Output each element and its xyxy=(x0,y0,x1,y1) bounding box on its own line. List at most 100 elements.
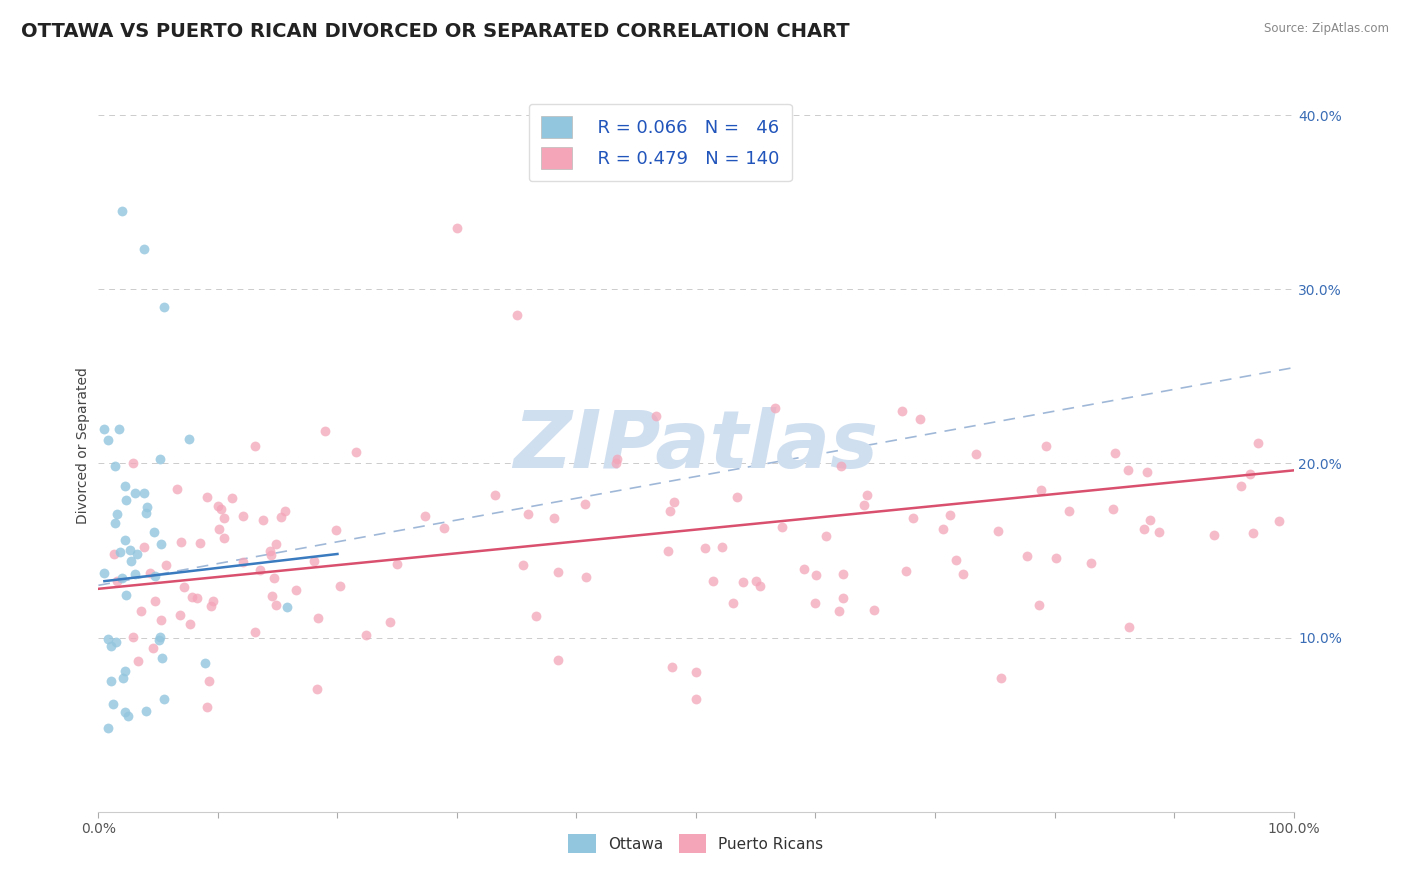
Point xyxy=(103,516,125,530)
Point xyxy=(149,452,172,467)
Point xyxy=(132,541,155,555)
Point xyxy=(693,541,716,555)
Point xyxy=(101,697,124,711)
Point xyxy=(658,504,681,518)
Point xyxy=(344,445,367,459)
Point xyxy=(243,624,266,639)
Point xyxy=(139,566,162,581)
Point xyxy=(945,553,967,567)
Point xyxy=(249,563,271,577)
Point xyxy=(149,537,172,551)
Point xyxy=(733,574,755,589)
Point xyxy=(1118,620,1140,634)
Point xyxy=(142,524,165,539)
Point xyxy=(177,432,200,446)
Point xyxy=(685,691,707,706)
Point xyxy=(276,600,298,615)
Point xyxy=(815,529,838,543)
Point xyxy=(149,630,172,644)
Point xyxy=(575,570,598,584)
Point xyxy=(124,485,146,500)
Point xyxy=(111,203,134,218)
Point xyxy=(111,671,134,685)
Text: Source: ZipAtlas.com: Source: ZipAtlas.com xyxy=(1264,22,1389,36)
Point xyxy=(745,574,768,588)
Point xyxy=(302,554,325,568)
Point xyxy=(314,424,336,438)
Point xyxy=(721,596,744,610)
Point xyxy=(512,558,534,572)
Point xyxy=(832,591,855,606)
Point xyxy=(135,704,157,718)
Point xyxy=(114,588,136,602)
Point xyxy=(853,498,876,512)
Point xyxy=(856,487,879,501)
Point xyxy=(259,543,281,558)
Point xyxy=(831,566,853,581)
Point xyxy=(180,590,202,604)
Point xyxy=(662,495,685,509)
Point xyxy=(125,548,148,562)
Point xyxy=(132,485,155,500)
Point xyxy=(105,508,128,522)
Point xyxy=(285,583,308,598)
Point xyxy=(122,457,145,471)
Point xyxy=(266,536,288,550)
Point xyxy=(195,700,218,714)
Point xyxy=(325,523,347,537)
Point xyxy=(200,599,222,613)
Point xyxy=(965,447,987,461)
Point xyxy=(232,555,254,569)
Point xyxy=(108,545,131,559)
Text: ZIPatlas: ZIPatlas xyxy=(513,407,879,485)
Point xyxy=(208,522,231,536)
Point xyxy=(103,547,125,561)
Point xyxy=(657,544,679,558)
Point xyxy=(1118,463,1140,477)
Point xyxy=(117,709,139,723)
Point xyxy=(524,608,547,623)
Point xyxy=(1149,524,1171,539)
Point xyxy=(307,610,329,624)
Point xyxy=(142,640,165,655)
Point xyxy=(105,574,128,588)
Point xyxy=(547,566,569,580)
Point xyxy=(990,672,1012,686)
Point xyxy=(725,490,748,504)
Point xyxy=(763,401,786,415)
Y-axis label: Divorced or Separated: Divorced or Separated xyxy=(76,368,90,524)
Point xyxy=(894,564,917,578)
Legend: Ottawa, Puerto Ricans: Ottawa, Puerto Ricans xyxy=(562,828,830,859)
Point xyxy=(259,548,281,562)
Point xyxy=(195,490,218,504)
Point xyxy=(150,613,173,627)
Point xyxy=(329,579,352,593)
Point xyxy=(105,634,128,648)
Point xyxy=(212,531,235,545)
Point xyxy=(605,456,627,470)
Point xyxy=(143,594,166,608)
Point xyxy=(153,300,176,314)
Point xyxy=(127,655,149,669)
Point xyxy=(804,568,827,582)
Point xyxy=(107,421,129,435)
Point xyxy=(132,242,155,256)
Point xyxy=(574,497,596,511)
Point xyxy=(862,603,884,617)
Point xyxy=(387,557,409,571)
Point xyxy=(179,616,201,631)
Point xyxy=(209,502,232,516)
Point xyxy=(266,598,288,612)
Point xyxy=(145,569,167,583)
Point xyxy=(263,571,285,585)
Point xyxy=(1133,522,1156,536)
Point xyxy=(252,513,274,527)
Point xyxy=(1104,446,1126,460)
Point xyxy=(1015,549,1038,563)
Point xyxy=(135,500,157,514)
Point xyxy=(830,458,852,473)
Point xyxy=(135,507,157,521)
Point xyxy=(517,507,540,521)
Point xyxy=(543,511,565,525)
Point xyxy=(114,705,136,719)
